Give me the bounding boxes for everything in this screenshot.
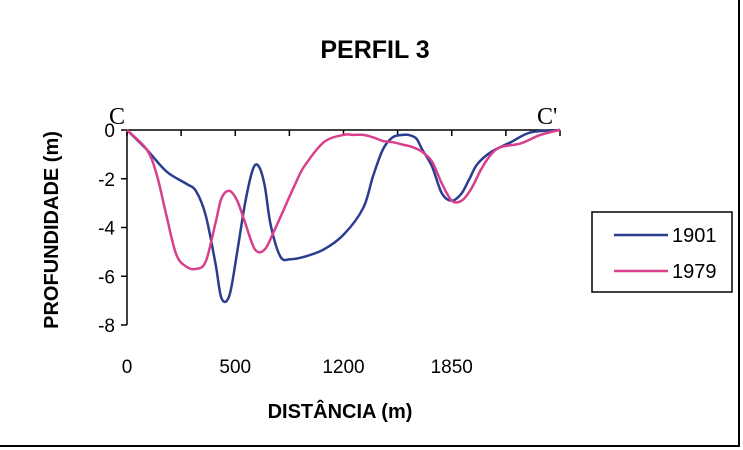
x-tick-label: 500: [219, 357, 251, 378]
x-tick-label: 1850: [431, 357, 473, 378]
start-label: C: [109, 104, 125, 130]
legend-box: [591, 211, 733, 293]
x-axis-label: DISTÂNCIA (m): [268, 399, 413, 423]
tick-labels: 0 -2 -4 -6 -8 0 500 1200 1850: [98, 121, 473, 378]
y-tick-label: -4: [98, 219, 115, 240]
y-tick-label: -6: [98, 267, 115, 288]
y-axis-label: PROFUNDIDADE (m): [41, 131, 63, 329]
legend-label-1901: 1901: [672, 225, 717, 247]
x-tick-label: 0: [122, 357, 133, 378]
y-tick-label: -2: [98, 170, 115, 191]
x-tick-label: 1200: [322, 357, 364, 378]
end-label: C': [537, 104, 557, 130]
chart-title: PERFIL 3: [320, 36, 429, 64]
series-line-1901: [126, 128, 561, 304]
axes: [121, 129, 561, 326]
legend-label-1979: 1979: [672, 261, 717, 283]
series-line-1979: [126, 128, 561, 271]
series-lines: [126, 128, 561, 304]
y-tick-label: 0: [104, 121, 115, 142]
y-tick-label: -8: [98, 316, 115, 337]
legend: 1901 1979: [591, 211, 733, 293]
